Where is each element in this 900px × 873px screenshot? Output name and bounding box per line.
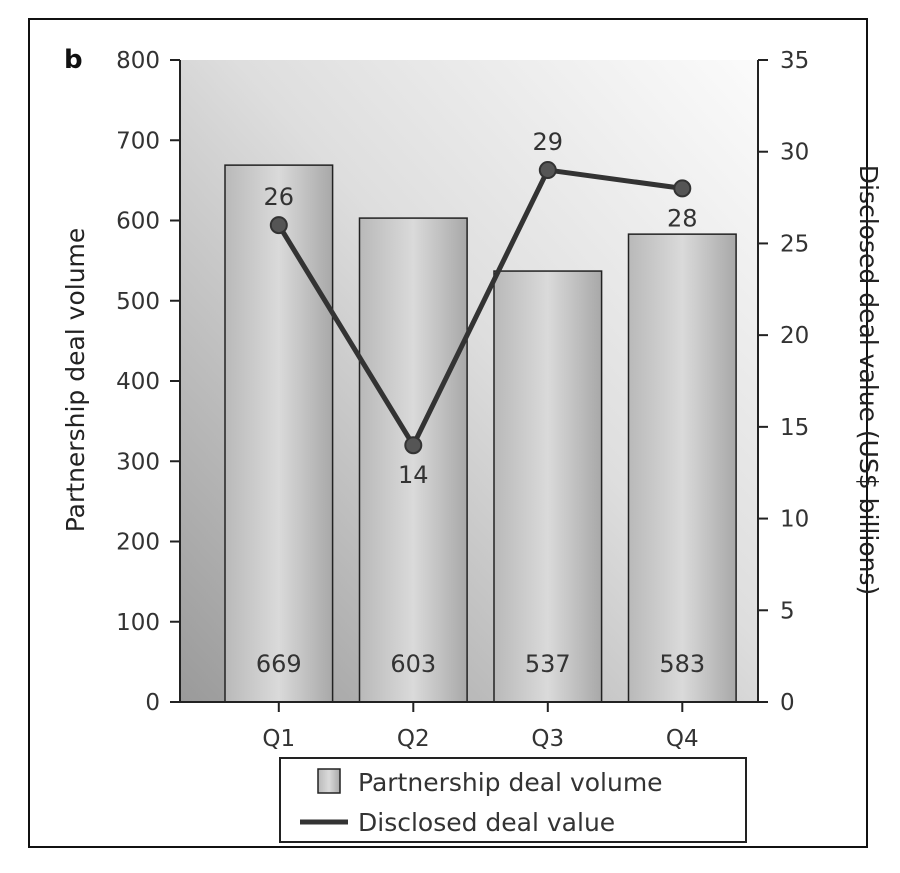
left-tick-label: 500: [116, 289, 160, 315]
right-tick-label: 0: [780, 690, 795, 716]
right-tick-label: 5: [780, 598, 795, 624]
x-tick-label: Q2: [397, 726, 430, 752]
left-axis-title: Partnership deal volume: [61, 228, 90, 533]
panel-label: b: [64, 45, 83, 75]
left-tick-label: 400: [116, 369, 160, 395]
x-tick-label: Q3: [531, 726, 564, 752]
line-value-label: 26: [264, 183, 295, 211]
bar-value-label: 583: [659, 650, 705, 678]
left-tick-label: 300: [116, 449, 160, 475]
legend-box: [279, 757, 747, 843]
bar-value-label: 603: [390, 650, 436, 678]
right-tick-label: 10: [780, 507, 809, 533]
right-tick-label: 15: [780, 415, 809, 441]
line-series: 26 14 29 28: [264, 128, 698, 489]
x-tick-label: Q1: [262, 726, 295, 752]
right-tick-label: 35: [780, 48, 809, 74]
legend: Partnership deal volume Disclosed deal v…: [279, 757, 747, 843]
left-axis: 0 100 200 300 400 500 600 700 800: [116, 48, 181, 716]
right-tick-label: 30: [780, 140, 809, 166]
left-tick-label: 0: [145, 690, 160, 716]
x-tick-label: Q4: [666, 726, 699, 752]
right-axis-title: Disclosed deal value (US$ billions): [854, 165, 883, 595]
bar-value-label: 669: [256, 650, 302, 678]
left-tick-label: 800: [116, 48, 160, 74]
line-value-label: 14: [398, 461, 429, 489]
line-point-q4: [673, 179, 692, 198]
left-tick-label: 600: [116, 209, 160, 235]
line-value-label: 28: [667, 204, 698, 232]
disclosed-value-line: [276, 167, 683, 448]
right-axis: 0 5 10 15 20 25 30 35: [757, 48, 809, 716]
right-tick-label: 20: [780, 323, 809, 349]
line-point-q1: [269, 216, 288, 235]
left-tick-label: 100: [116, 610, 160, 636]
line-value-label: 29: [533, 128, 564, 156]
left-tick-label: 700: [116, 128, 160, 154]
left-tick-label: 200: [116, 530, 160, 556]
x-axis: Q1 Q2 Q3 Q4: [180, 701, 758, 752]
bar-q4: [627, 233, 737, 703]
line-point-q3: [538, 161, 557, 180]
bar-q1: [224, 164, 334, 703]
legend-bar-label: Partnership deal volume: [358, 768, 663, 797]
bar-q2: [358, 217, 468, 703]
legend-line-label: Disclosed deal value: [358, 808, 615, 837]
legend-bar-swatch: [317, 768, 341, 794]
bar-value-label: 537: [525, 650, 571, 678]
bar-q3: [493, 270, 603, 703]
right-tick-label: 25: [780, 231, 809, 257]
line-point-q2: [404, 436, 423, 455]
